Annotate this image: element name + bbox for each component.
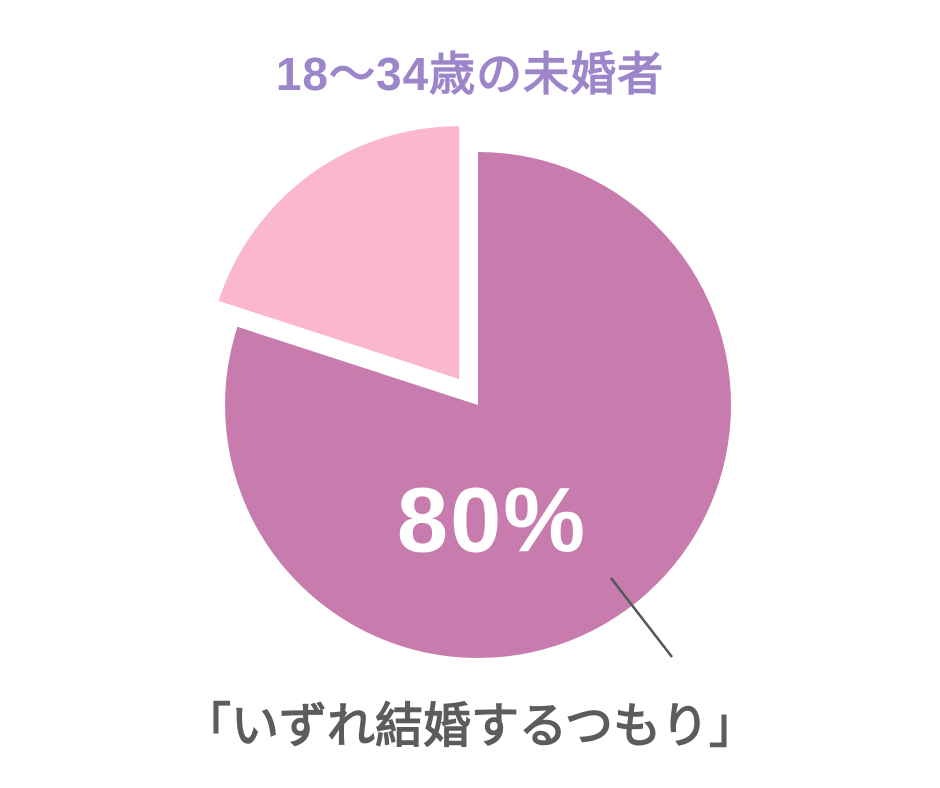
chart-title: 18〜34歳の未婚者 [275,48,665,100]
pie-slices [218,126,732,658]
percentage-label: 80% [396,469,588,572]
caption-label: 「いずれ結婚するつもり」 [182,700,758,753]
leader-line [610,577,673,658]
pie-slice-slice-1 [218,126,460,380]
pie-slice-いずれ結婚するつもり [225,152,732,658]
